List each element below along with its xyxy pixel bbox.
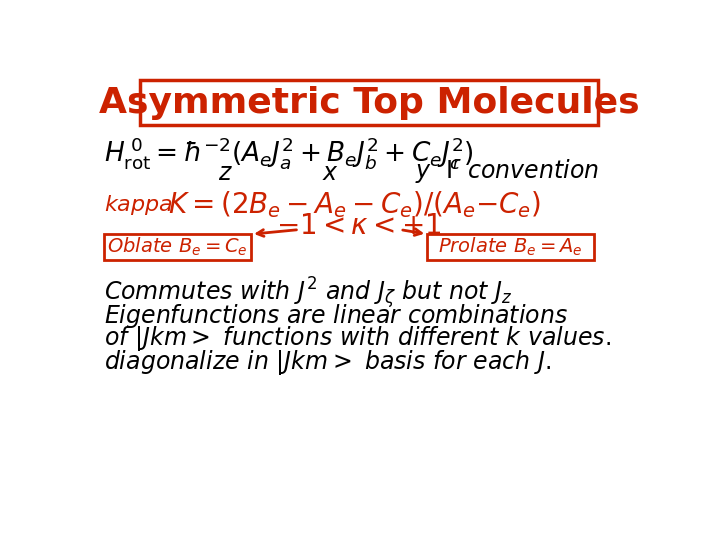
- Text: $x$: $x$: [322, 160, 338, 185]
- Text: $\mathit{Prolate}\ B_e = A_e$: $\mathit{Prolate}\ B_e = A_e$: [438, 236, 582, 259]
- Text: $\mathrm{I}^r\ \mathit{convention}$: $\mathrm{I}^r\ \mathit{convention}$: [445, 160, 599, 185]
- Text: $y$: $y$: [415, 160, 432, 185]
- FancyBboxPatch shape: [427, 234, 594, 260]
- Text: $\mathit{Eigenfunctions\ are\ linear\ combinations}$: $\mathit{Eigenfunctions\ are\ linear\ co…: [104, 302, 568, 330]
- Text: $-1 < \kappa < +1$: $-1 < \kappa < +1$: [276, 213, 441, 240]
- Text: $H_{\rm rot}^{\;0} = \hbar^{-2}(A_e J_a^2 + B_e J_b^2 + C_e J_c^{2})$: $H_{\rm rot}^{\;0} = \hbar^{-2}(A_e J_a^…: [104, 136, 474, 171]
- FancyBboxPatch shape: [140, 80, 598, 125]
- Text: $K = (2B_e - A_e - C_e)/(A_e\mathrm{-}C_e)$: $K = (2B_e - A_e - C_e)/(A_e\mathrm{-}C_…: [168, 190, 541, 220]
- Text: $z$: $z$: [218, 160, 233, 185]
- Text: $\mathit{diagonalize\ in\ |Jkm{>}\ basis\ for\ each\ J.}$: $\mathit{diagonalize\ in\ |Jkm{>}\ basis…: [104, 348, 551, 376]
- Text: $\mathit{Oblate}\ B_e = C_e$: $\mathit{Oblate}\ B_e = C_e$: [107, 236, 248, 259]
- Text: $\mathit{kappa}$: $\mathit{kappa}$: [104, 193, 173, 217]
- Text: $\mathit{Commutes\ with}\ J^2\ \mathit{and}\ J_\zeta\ \mathit{but\ not}\ J_z$: $\mathit{Commutes\ with}\ J^2\ \mathit{a…: [104, 275, 513, 310]
- Text: $\mathit{of\ |Jkm{>}\ functions\ with\ different\ k\ values.}$: $\mathit{of\ |Jkm{>}\ functions\ with\ d…: [104, 325, 611, 353]
- Text: Asymmetric Top Molecules: Asymmetric Top Molecules: [99, 85, 639, 119]
- FancyBboxPatch shape: [104, 234, 251, 260]
